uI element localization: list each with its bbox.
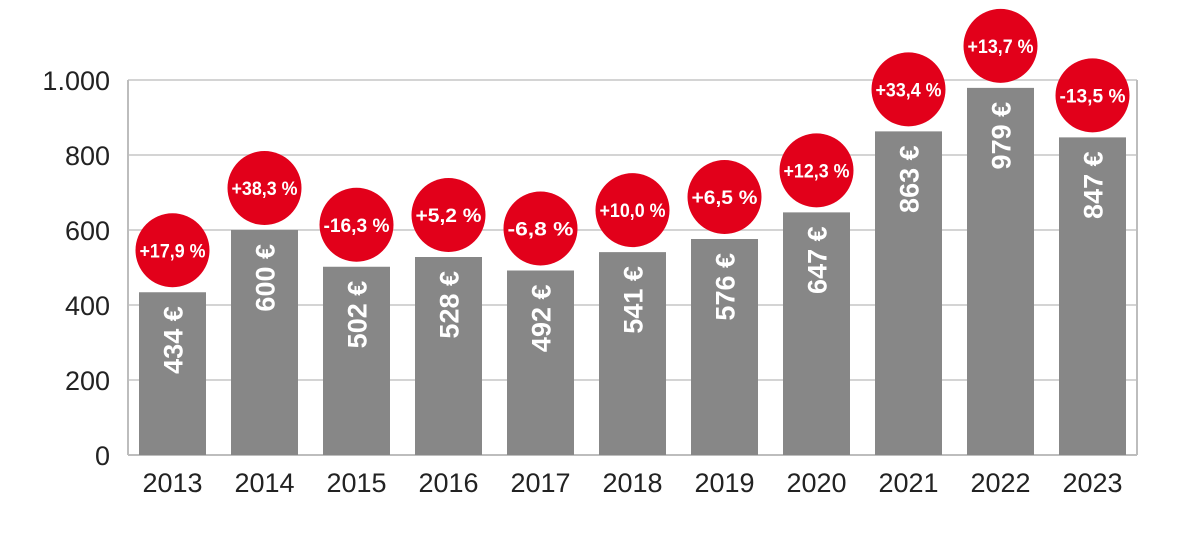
bar-2014 <box>231 230 298 455</box>
change-badge <box>319 187 394 262</box>
y-tick-label: 600 <box>65 216 110 246</box>
x-tick-label: 2023 <box>1062 468 1122 498</box>
bar-2020 <box>783 212 850 455</box>
bar-2019 <box>691 239 758 455</box>
bar-value-label: 502 € <box>343 281 373 349</box>
x-tick-label: 2018 <box>602 468 662 498</box>
x-tick-label: 2015 <box>326 468 386 498</box>
change-badge <box>595 173 670 248</box>
x-tick-label: 2013 <box>142 468 202 498</box>
change-label: +33,4 % <box>876 80 942 101</box>
change-badge <box>963 8 1038 83</box>
change-label: +12,3 % <box>784 161 850 182</box>
y-tick-label: 200 <box>65 366 110 396</box>
y-tick-label: 1.000 <box>42 66 110 96</box>
bar-value-label: 600 € <box>251 244 281 312</box>
change-label: +5,2 % <box>416 206 482 227</box>
change-label: -16,3 % <box>324 216 390 237</box>
bars: 434 € 600 € 502 € 528 € 492 € 541 € 576 € 647 €… <box>139 87 1126 455</box>
change-badge <box>779 133 854 208</box>
bar-2023 <box>1059 137 1126 455</box>
bar-2021 <box>875 131 942 455</box>
bar-value-label: 434 € <box>159 306 189 374</box>
bar-value-label: 647 € <box>803 226 833 294</box>
bar-value-label: 576 € <box>711 253 741 321</box>
change-badge <box>503 191 578 266</box>
change-label: +6,5 % <box>692 188 758 209</box>
x-tick-label: 2021 <box>878 468 938 498</box>
bar-2017 <box>507 270 574 455</box>
change-label: +10,0 % <box>600 201 666 222</box>
bar-value-label: 541 € <box>619 266 649 334</box>
bar-value-label: 847 € <box>1079 151 1109 219</box>
x-tick-label: 2020 <box>786 468 846 498</box>
bar-value-label: 528 € <box>435 271 465 339</box>
change-badge <box>1055 58 1130 133</box>
x-tick-label: 2016 <box>418 468 478 498</box>
change-label: -13,5 % <box>1060 86 1126 107</box>
x-tick-label: 2014 <box>234 468 294 498</box>
change-badges: +17,9 % +38,3 % -16,3 % +5,2 % -6,8 % +10,0 %… <box>135 8 1130 288</box>
bar-2022 <box>967 87 1034 455</box>
y-axis-ticks: 0 200 400 600 800 1.000 <box>42 66 110 471</box>
change-label: +17,9 % <box>140 241 206 262</box>
y-tick-label: 0 <box>95 441 110 471</box>
change-badge <box>135 213 210 288</box>
bar-2015 <box>323 266 390 455</box>
x-axis-ticks: 2013 2014 2015 2016 2017 2018 2019 2020 2021 2022… <box>142 468 1122 498</box>
change-label: +13,7 % <box>968 37 1034 58</box>
x-tick-label: 2017 <box>510 468 570 498</box>
x-tick-label: 2022 <box>970 468 1030 498</box>
bar-2016 <box>415 257 482 455</box>
bar-value-label: 492 € <box>527 285 557 353</box>
change-badge <box>871 52 946 127</box>
x-tick-label: 2019 <box>694 468 754 498</box>
y-tick-label: 400 <box>65 291 110 321</box>
bar-value-label: 863 € <box>895 145 925 213</box>
bar-2018 <box>599 252 666 455</box>
change-label: +38,3 % <box>232 179 298 200</box>
bar-2013 <box>139 292 206 455</box>
y-tick-label: 800 <box>65 141 110 171</box>
change-badge <box>411 178 486 252</box>
change-badge <box>227 151 302 225</box>
change-label: -6,8 % <box>508 220 574 241</box>
change-badge <box>687 160 762 234</box>
bar-value-label: 979 € <box>987 102 1017 170</box>
